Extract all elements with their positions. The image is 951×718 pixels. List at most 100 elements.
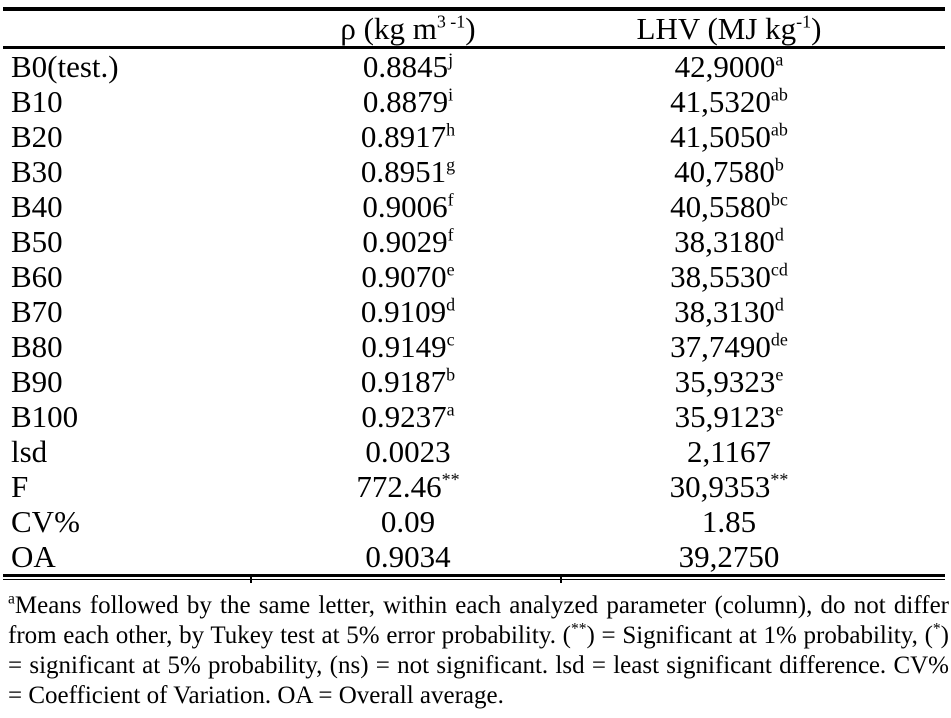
lhv-value-cell: 35,9123e (563, 399, 895, 434)
lhv-value-superscript: bc (770, 189, 788, 210)
lhv-header-suffix: ) (811, 11, 822, 46)
rho-value: 0.9029 (362, 224, 448, 259)
row-label: B80 (11, 329, 63, 364)
lhv-value-cell: 37,7490de (563, 329, 895, 364)
lhv-value: 42,9000 (674, 49, 776, 84)
lhv-value-superscript: a (775, 49, 784, 70)
row-label: OA (11, 539, 56, 574)
lhv-value-cell: 41,5050ab (563, 119, 895, 154)
rho-value-cell: 0.9187b (253, 364, 563, 399)
table-row: B20 0.8917h 41,5050ab (3, 119, 948, 154)
rho-value: 0.9187 (360, 364, 447, 399)
row-label: B40 (11, 189, 63, 224)
row-label: B60 (11, 259, 63, 294)
header-rho-cell: ρ (kg m3 -1) (253, 11, 563, 46)
rho-value: 0.09 (380, 504, 436, 539)
table-row: B50 0.9029f 38,3180d (3, 224, 948, 259)
rho-value-cell: 0.8917h (253, 119, 563, 154)
rho-value: 0.9006 (362, 189, 448, 224)
table-row: B80 0.9149c 37,7490de (3, 329, 948, 364)
rho-value-cell: 0.9149c (253, 329, 563, 364)
lhv-value: 2,1167 (686, 434, 772, 469)
column-divider-tick (560, 576, 562, 583)
lhv-value-superscript: d (774, 294, 784, 315)
footnote-text: ) = Significant at 1% probability, ( (586, 622, 933, 649)
lhv-value-cell: 30,9353** (563, 469, 895, 504)
table-row: B100 0.9237a 35,9123e (3, 399, 948, 434)
lhv-value-cell: 40,7580b (563, 154, 895, 189)
lhv-value-cell: 38,3130d (563, 294, 895, 329)
lhv-value-superscript: e (775, 399, 784, 420)
rho-value: 0.9109 (360, 294, 447, 329)
lhv-header-superscript: -1 (796, 11, 812, 32)
column-divider-tick (250, 576, 252, 583)
rho-value-superscript: d (446, 294, 456, 315)
lhv-value-cell: 42,9000a (563, 49, 895, 84)
table-row: B90 0.9187b 35,9323e (3, 364, 948, 399)
rho-value: 0.8845 (362, 49, 449, 84)
row-label: B20 (11, 119, 63, 154)
row-label: F (11, 469, 29, 504)
footnote-text: ) = significant at 5% probability, (ns) … (8, 622, 949, 709)
lhv-value: 35,9323 (674, 364, 776, 399)
lhv-value-superscript: ab (770, 119, 788, 140)
lhv-value-cell: 2,1167 (563, 434, 895, 469)
table-footnote: aMeans followed by the same letter, with… (3, 591, 949, 711)
lhv-value-superscript: ab (770, 84, 788, 105)
lhv-value-superscript: b (774, 154, 784, 175)
table-row: CV% 0.09 1.85 (3, 504, 948, 539)
lhv-value-cell: 41,5320ab (563, 84, 895, 119)
rho-value-superscript: ** (441, 469, 460, 490)
rho-value-cell: 0.8879i (253, 84, 563, 119)
lhv-header-label: LHV (MJ kg (636, 11, 797, 46)
rho-value-cell: 772.46** (253, 469, 563, 504)
rho-value: 0.9237 (361, 399, 447, 434)
rho-value-superscript: j (448, 49, 454, 70)
lhv-value: 40,7580 (674, 154, 775, 189)
lhv-value-cell: 39,2750 (563, 539, 895, 574)
lhv-value-superscript: ** (770, 469, 789, 490)
lhv-value: 38,5530 (670, 259, 771, 294)
rho-value-cell: 0.9034 (253, 539, 563, 574)
row-label: B30 (11, 154, 63, 189)
rho-value-cell: 0.0023 (253, 434, 563, 469)
rho-value-cell: 0.9237a (253, 399, 563, 434)
row-label: B0(test.) (11, 49, 119, 84)
lhv-value: 39,2750 (678, 539, 780, 574)
row-label: B90 (11, 364, 63, 399)
lhv-value: 41,5050 (670, 119, 771, 154)
rho-value-superscript: c (446, 329, 455, 350)
header-lhv-cell: LHV (MJ kg-1) (563, 11, 895, 46)
lhv-value-cell: 38,5530cd (563, 259, 895, 294)
table-header-rule (3, 46, 945, 49)
table-row: B60 0.9070e 38,5530cd (3, 259, 948, 294)
row-label: lsd (11, 434, 48, 469)
lhv-value-cell: 1.85 (563, 504, 895, 539)
rho-value-superscript: g (446, 154, 456, 175)
table-row: B10 0.8879i 41,5320ab (3, 84, 948, 119)
table-bottom-rule (3, 574, 945, 583)
footnote-superscript: * (932, 620, 941, 638)
rho-value-superscript: h (446, 119, 456, 140)
rho-value-cell: 0.9029f (253, 224, 563, 259)
rho-value: 0.9070 (361, 259, 447, 294)
rho-value-cell: 0.8951g (253, 154, 563, 189)
footnote-superscript: ** (570, 620, 587, 638)
footnote-superscript: a (8, 590, 15, 608)
rho-value-cell: 0.9109d (253, 294, 563, 329)
table-row: B70 0.9109d 38,3130d (3, 294, 948, 329)
table-row: OA 0.9034 39,2750 (3, 539, 948, 574)
lhv-value: 37,7490 (670, 329, 771, 364)
rho-header-label: ρ (kg m (340, 11, 437, 46)
row-label: B50 (11, 224, 63, 259)
lhv-value: 35,9123 (674, 399, 776, 434)
table-row: B30 0.8951g 40,7580b (3, 154, 948, 189)
row-label: CV% (11, 504, 80, 539)
row-label: B10 (11, 84, 63, 119)
rho-header-suffix: ) (465, 11, 476, 46)
lhv-value-superscript: de (770, 329, 788, 350)
rho-value-cell: 0.09 (253, 504, 563, 539)
lhv-value: 41,5320 (670, 84, 771, 119)
lhv-value-superscript: d (774, 224, 784, 245)
rho-value-superscript: f (447, 189, 454, 210)
